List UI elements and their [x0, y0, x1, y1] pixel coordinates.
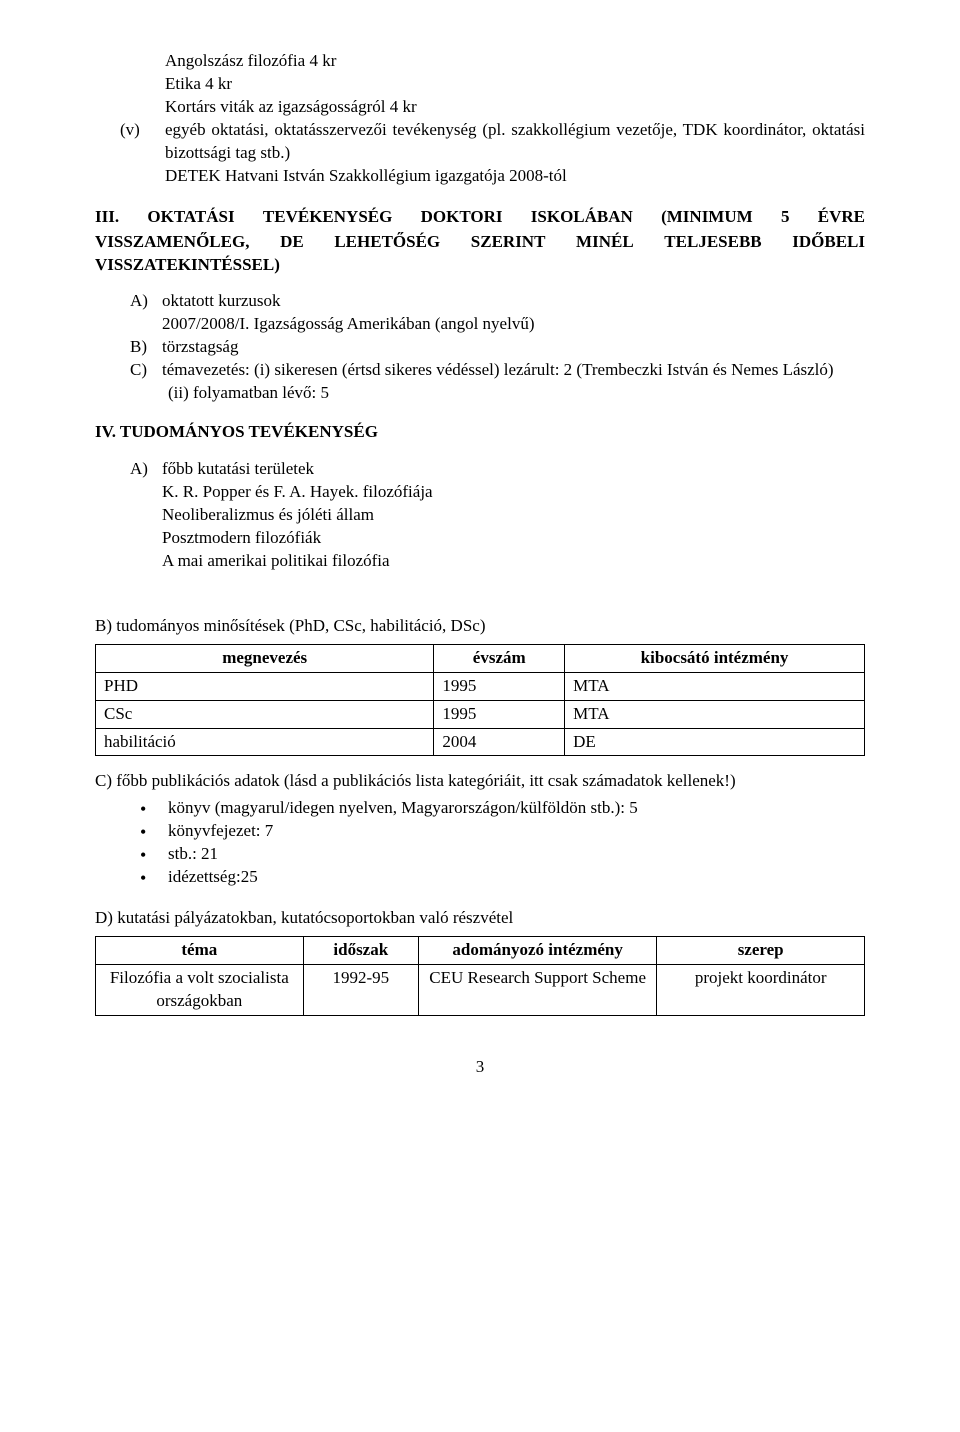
- s3-c-marker: C): [130, 359, 162, 382]
- table-cell: DE: [565, 728, 865, 756]
- list-item: könyvfejezet: 7: [140, 820, 865, 843]
- s3-f: 5: [781, 206, 790, 229]
- th-issuer: kibocsátó intézmény: [565, 644, 865, 672]
- s3-h: VISSZAMENŐLEG,: [95, 231, 249, 254]
- s3-j: LEHETŐSÉG: [334, 231, 440, 254]
- s3-i: DE: [280, 231, 304, 254]
- th-role: szerep: [657, 937, 865, 965]
- course-line-1: Angolszász filozófia 4 kr: [165, 50, 865, 73]
- sec-c-bullets: könyv (magyarul/idegen nyelven, Magyaror…: [140, 797, 865, 889]
- table-row: Filozófia a volt szocialista országokban…: [96, 965, 865, 1016]
- item-v-line3: DETEK Hatvani István Szakkollégium igazg…: [165, 165, 865, 188]
- table-body-grants: Filozófia a volt szocialista országokban…: [96, 965, 865, 1016]
- s4-line-b: Neoliberalizmus és jóléti állam: [162, 504, 865, 527]
- list-item: stb.: 21: [140, 843, 865, 866]
- s3-m: TELJESEBB: [664, 231, 761, 254]
- table-cell: PHD: [96, 672, 434, 700]
- sec-d-title: D) kutatási pályázatokban, kutatócsoport…: [95, 907, 865, 930]
- table-body-quals: PHD1995MTACSc1995MTAhabilitáció2004DE: [96, 672, 865, 756]
- th-name: megnevezés: [96, 644, 434, 672]
- s3-item-a: A) oktatott kurzusok: [130, 290, 865, 313]
- table-row: habilitáció2004DE: [96, 728, 865, 756]
- s3-o: VISSZATEKINTÉSSEL): [95, 255, 280, 274]
- s3-b-marker: B): [130, 336, 162, 359]
- s3-c: DOKTORI: [421, 206, 503, 229]
- table-cell: Filozófia a volt szocialista országokban: [96, 965, 304, 1016]
- table-cell: 2004: [434, 728, 565, 756]
- s3-l: MINÉL: [576, 231, 634, 254]
- s3-a-sub: 2007/2008/I. Igazságosság Amerikában (an…: [162, 313, 865, 336]
- th-funder: adományozó intézmény: [418, 937, 656, 965]
- sec-b-title: B) tudományos minősítések (PhD, CSc, hab…: [95, 615, 865, 638]
- section-4-title: IV. TUDOMÁNYOS TEVÉKENYSÉG: [95, 421, 865, 444]
- table-cell: 1995: [434, 672, 565, 700]
- list-item: könyv (magyarul/idegen nyelven, Magyaror…: [140, 797, 865, 820]
- item-v-marker: (v): [120, 119, 165, 165]
- s3-b: TEVÉKENYSÉG: [263, 206, 392, 229]
- th-period: időszak: [303, 937, 418, 965]
- table-cell: 1992-95: [303, 965, 418, 1016]
- table-header-row: megnevezés évszám kibocsátó intézmény: [96, 644, 865, 672]
- s4-a-text: főbb kutatási területek: [162, 458, 865, 481]
- list-item: idézettség:25: [140, 866, 865, 889]
- table-grants: téma időszak adományozó intézmény szerep…: [95, 936, 865, 1016]
- s4-line-d: A mai amerikai politikai filozófia: [162, 550, 865, 573]
- s3-list: A) oktatott kurzusok 2007/2008/I. Igazsá…: [130, 290, 865, 382]
- s4-a-marker: A): [130, 458, 162, 481]
- table-qualifications: megnevezés évszám kibocsátó intézmény PH…: [95, 644, 865, 757]
- s3-e: (MINIMUM: [661, 206, 753, 229]
- table-row: PHD1995MTA: [96, 672, 865, 700]
- th-year: évszám: [434, 644, 565, 672]
- s3-roman: III.: [95, 206, 119, 229]
- course-line-3: Kortárs viták az igazságosságról 4 kr: [165, 96, 865, 119]
- s3-item-c: C) témavezetés: (i) sikeresen (értsd sik…: [130, 359, 865, 382]
- s3-a-text: oktatott kurzusok: [162, 290, 865, 313]
- table-cell: 1995: [434, 700, 565, 728]
- s4-line-c: Posztmodern filozófiák: [162, 527, 865, 550]
- table-cell: CEU Research Support Scheme: [418, 965, 656, 1016]
- s3-k: SZERINT: [471, 231, 546, 254]
- s3-n: IDŐBELI: [792, 231, 865, 254]
- table-cell: CSc: [96, 700, 434, 728]
- table-cell: projekt koordinátor: [657, 965, 865, 1016]
- table-row: CSc1995MTA: [96, 700, 865, 728]
- table-cell: MTA: [565, 672, 865, 700]
- page-number: 3: [95, 1056, 865, 1079]
- s3-a-marker: A): [130, 290, 162, 313]
- s3-d: ISKOLÁBAN: [531, 206, 633, 229]
- sec-c-text: C) főbb publikációs adatok (lásd a publi…: [95, 770, 865, 793]
- s4-line-a: K. R. Popper és F. A. Hayek. filozófiája: [162, 481, 865, 504]
- s4-list: A) főbb kutatási területek: [130, 458, 865, 481]
- table-cell: MTA: [565, 700, 865, 728]
- th-topic: téma: [96, 937, 304, 965]
- section-3-title: III. OKTATÁSI TEVÉKENYSÉG DOKTORI ISKOLÁ…: [95, 206, 865, 277]
- item-v: (v) egyéb oktatási, oktatásszervezői tev…: [120, 119, 865, 165]
- s3-g: ÉVRE: [818, 206, 865, 229]
- s3-a: OKTATÁSI: [147, 206, 234, 229]
- s3-c-sub: (ii) folyamatban lévő: 5: [168, 382, 865, 405]
- s3-c-text: témavezetés: (i) sikeresen (értsd sikere…: [162, 359, 865, 382]
- item-v-text: egyéb oktatási, oktatásszervezői tevéken…: [165, 119, 865, 165]
- table-cell: habilitáció: [96, 728, 434, 756]
- table-header-row: téma időszak adományozó intézmény szerep: [96, 937, 865, 965]
- s3-b-text: törzstagság: [162, 336, 865, 359]
- s3-item-b: B) törzstagság: [130, 336, 865, 359]
- course-line-2: Etika 4 kr: [165, 73, 865, 96]
- s4-item-a: A) főbb kutatási területek: [130, 458, 865, 481]
